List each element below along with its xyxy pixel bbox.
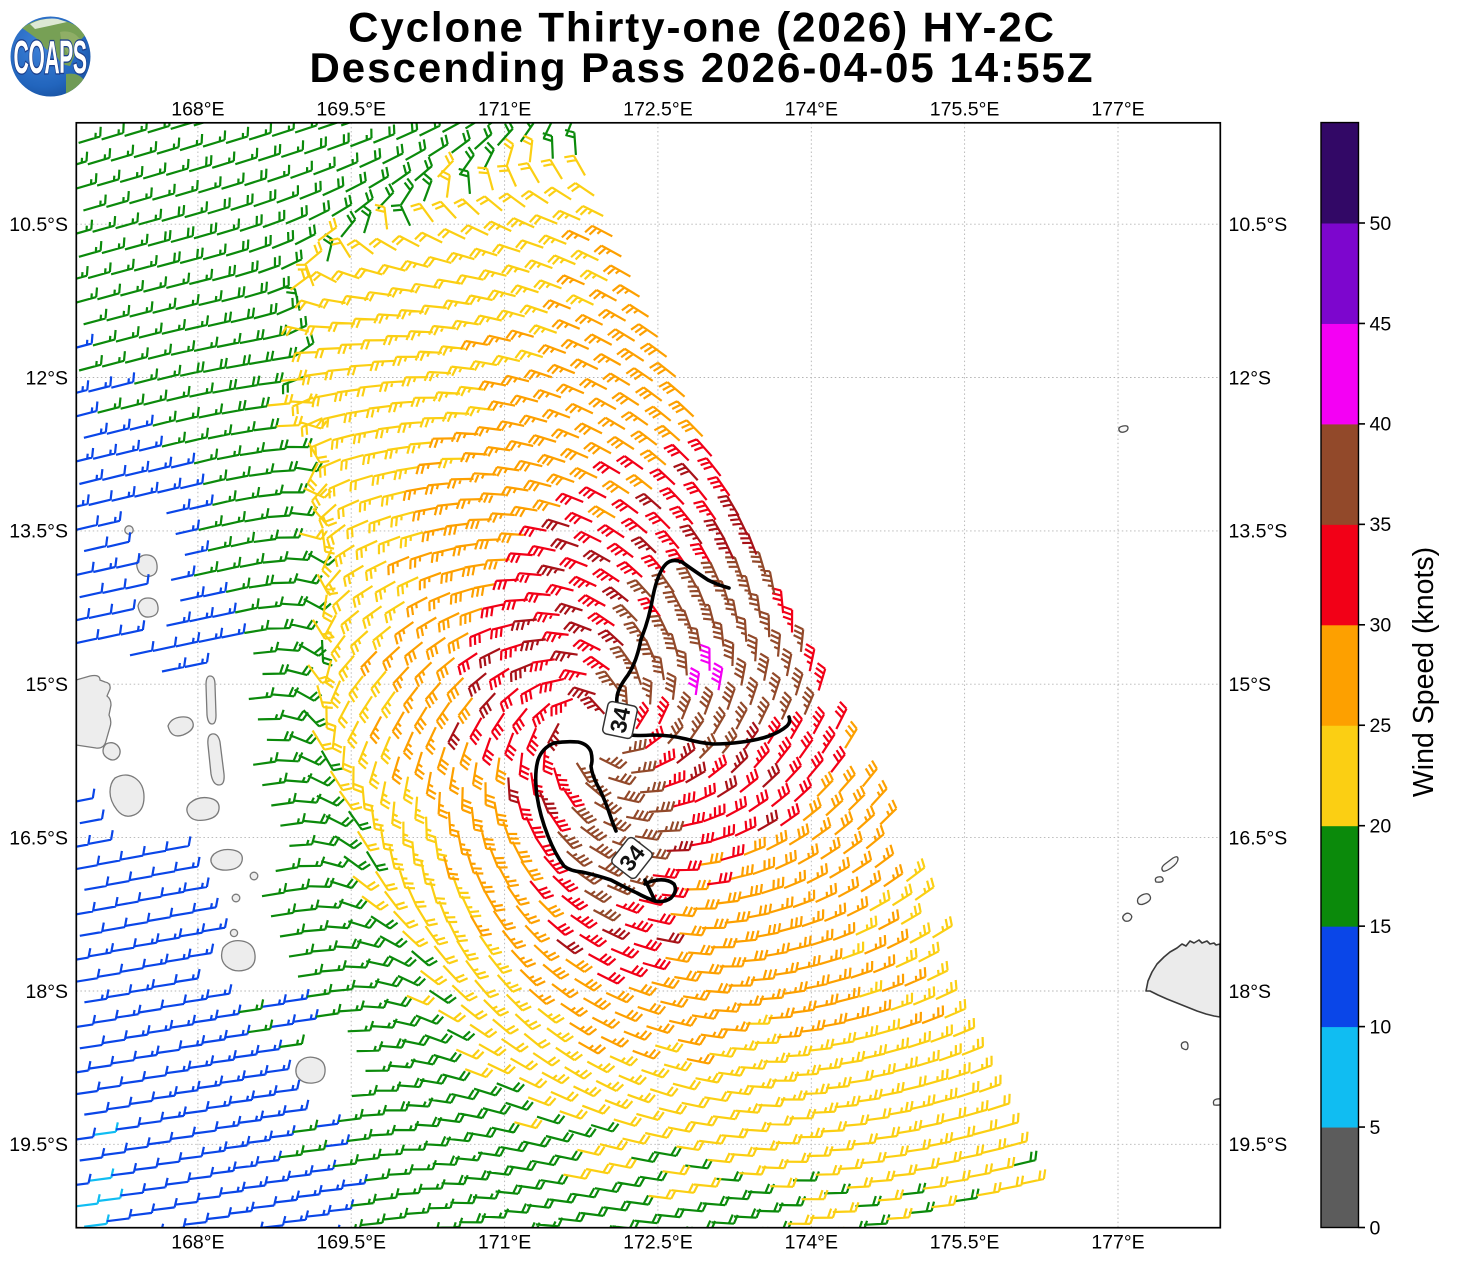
svg-text:168°E: 168°E [171,1232,224,1254]
svg-text:171°E: 171°E [478,99,531,121]
svg-text:15: 15 [1370,916,1392,938]
svg-text:169.5°E: 169.5°E [316,99,386,121]
svg-text:40: 40 [1370,414,1392,436]
svg-text:18°S: 18°S [1229,981,1272,1003]
svg-text:18°S: 18°S [26,981,69,1003]
svg-text:20: 20 [1370,816,1392,838]
svg-text:10.5°S: 10.5°S [1229,214,1288,236]
svg-text:19.5°S: 19.5°S [1229,1134,1288,1156]
svg-text:30: 30 [1370,615,1392,637]
svg-text:Wind Speed (knots): Wind Speed (knots) [1408,547,1440,797]
svg-text:175.5°E: 175.5°E [930,99,1000,121]
svg-text:35: 35 [1370,514,1392,536]
svg-text:174°E: 174°E [785,99,838,121]
svg-text:174°E: 174°E [785,1232,838,1254]
svg-text:50: 50 [1370,213,1392,235]
svg-text:15°S: 15°S [26,674,69,696]
svg-text:172.5°E: 172.5°E [623,1232,693,1254]
svg-text:15°S: 15°S [1229,674,1272,696]
svg-text:16.5°S: 16.5°S [1229,827,1288,849]
svg-text:172.5°E: 172.5°E [623,99,693,121]
svg-text:34: 34 [605,705,636,736]
svg-text:5: 5 [1370,1117,1381,1139]
svg-text:177°E: 177°E [1091,99,1144,121]
svg-text:25: 25 [1370,715,1392,737]
svg-text:168°E: 168°E [171,99,224,121]
svg-text:0: 0 [1370,1217,1381,1239]
svg-text:16.5°S: 16.5°S [9,827,68,849]
svg-text:13.5°S: 13.5°S [1229,521,1288,543]
svg-text:12°S: 12°S [26,367,69,389]
svg-text:10.5°S: 10.5°S [9,214,68,236]
svg-text:171°E: 171°E [478,1232,531,1254]
svg-text:19.5°S: 19.5°S [9,1134,68,1156]
svg-text:13.5°S: 13.5°S [9,521,68,543]
svg-text:10: 10 [1370,1016,1392,1038]
svg-text:Descending Pass 2026-04-05 14:: Descending Pass 2026-04-05 14:55Z [309,44,1094,91]
svg-text:175.5°E: 175.5°E [930,1232,1000,1254]
svg-text:45: 45 [1370,313,1392,335]
svg-text:12°S: 12°S [1229,367,1272,389]
svg-text:169.5°E: 169.5°E [316,1232,386,1254]
svg-text:COAPS: COAPS [14,32,87,83]
svg-text:Cyclone Thirty-one (2026) HY-2: Cyclone Thirty-one (2026) HY-2C [348,4,1056,51]
svg-text:177°E: 177°E [1091,1232,1144,1254]
